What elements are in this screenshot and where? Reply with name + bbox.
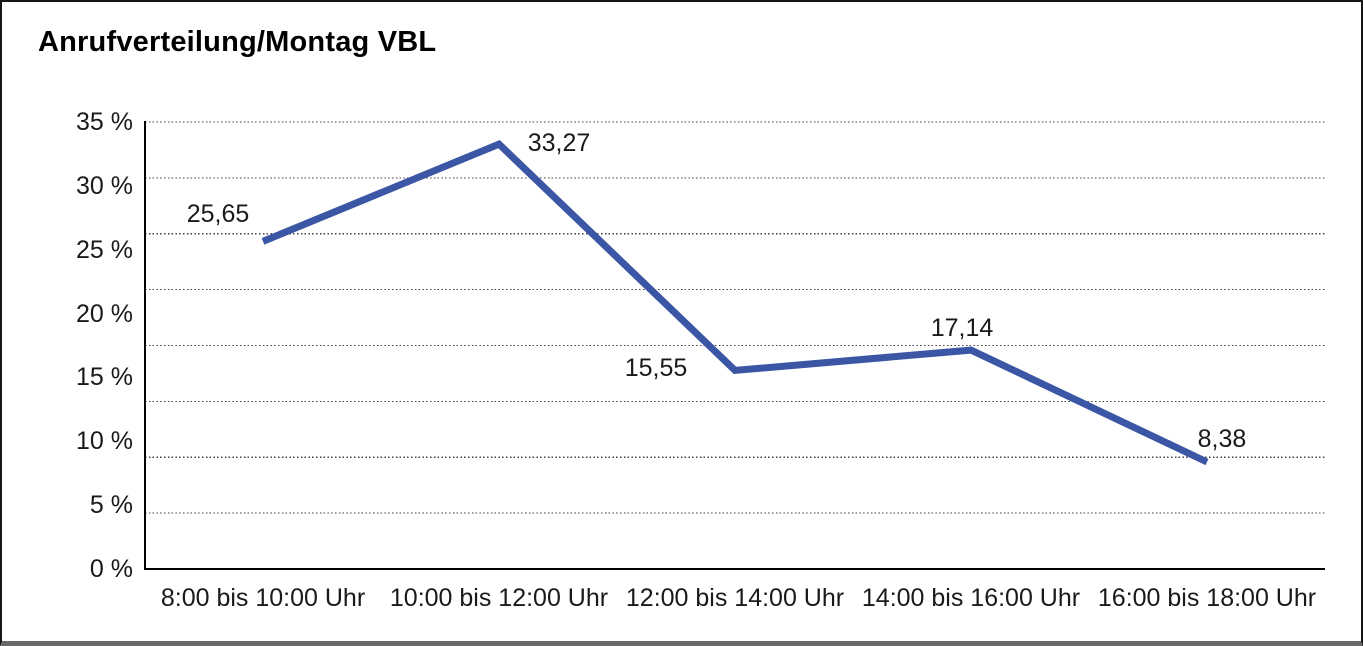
y-tick-label: 25 %	[76, 235, 133, 264]
y-tick-label: 15 %	[76, 363, 133, 392]
x-axis-label: 10:00 bis 12:00 Uhr	[389, 584, 609, 612]
y-tick-label: 10 %	[76, 427, 133, 456]
x-axis-label: 16:00 bis 18:00 Uhr	[1097, 584, 1317, 612]
y-tick-label: 35 %	[76, 108, 133, 136]
chart-title: Anrufverteilung/Montag VBL	[38, 26, 437, 58]
x-axis-label: 12:00 bis 14:00 Uhr	[625, 584, 845, 612]
y-tick-label: 20 %	[76, 299, 133, 328]
y-tick-label: 30 %	[76, 171, 133, 200]
x-axis-label: 14:00 bis 16:00 Uhr	[861, 584, 1081, 612]
data-point-label: 25,65	[186, 200, 250, 229]
data-point-label: 33,27	[527, 129, 591, 158]
y-tick-label: 0 %	[89, 555, 133, 583]
data-point-label: 8,38	[1197, 424, 1247, 453]
y-tick-label: 5 %	[89, 491, 133, 520]
data-point-label: 17,14	[930, 314, 994, 343]
data-series-line	[261, 139, 1209, 466]
data-point-label: 15,55	[624, 354, 688, 383]
x-axis-label: 8:00 bis 10:00 Uhr	[160, 584, 366, 612]
